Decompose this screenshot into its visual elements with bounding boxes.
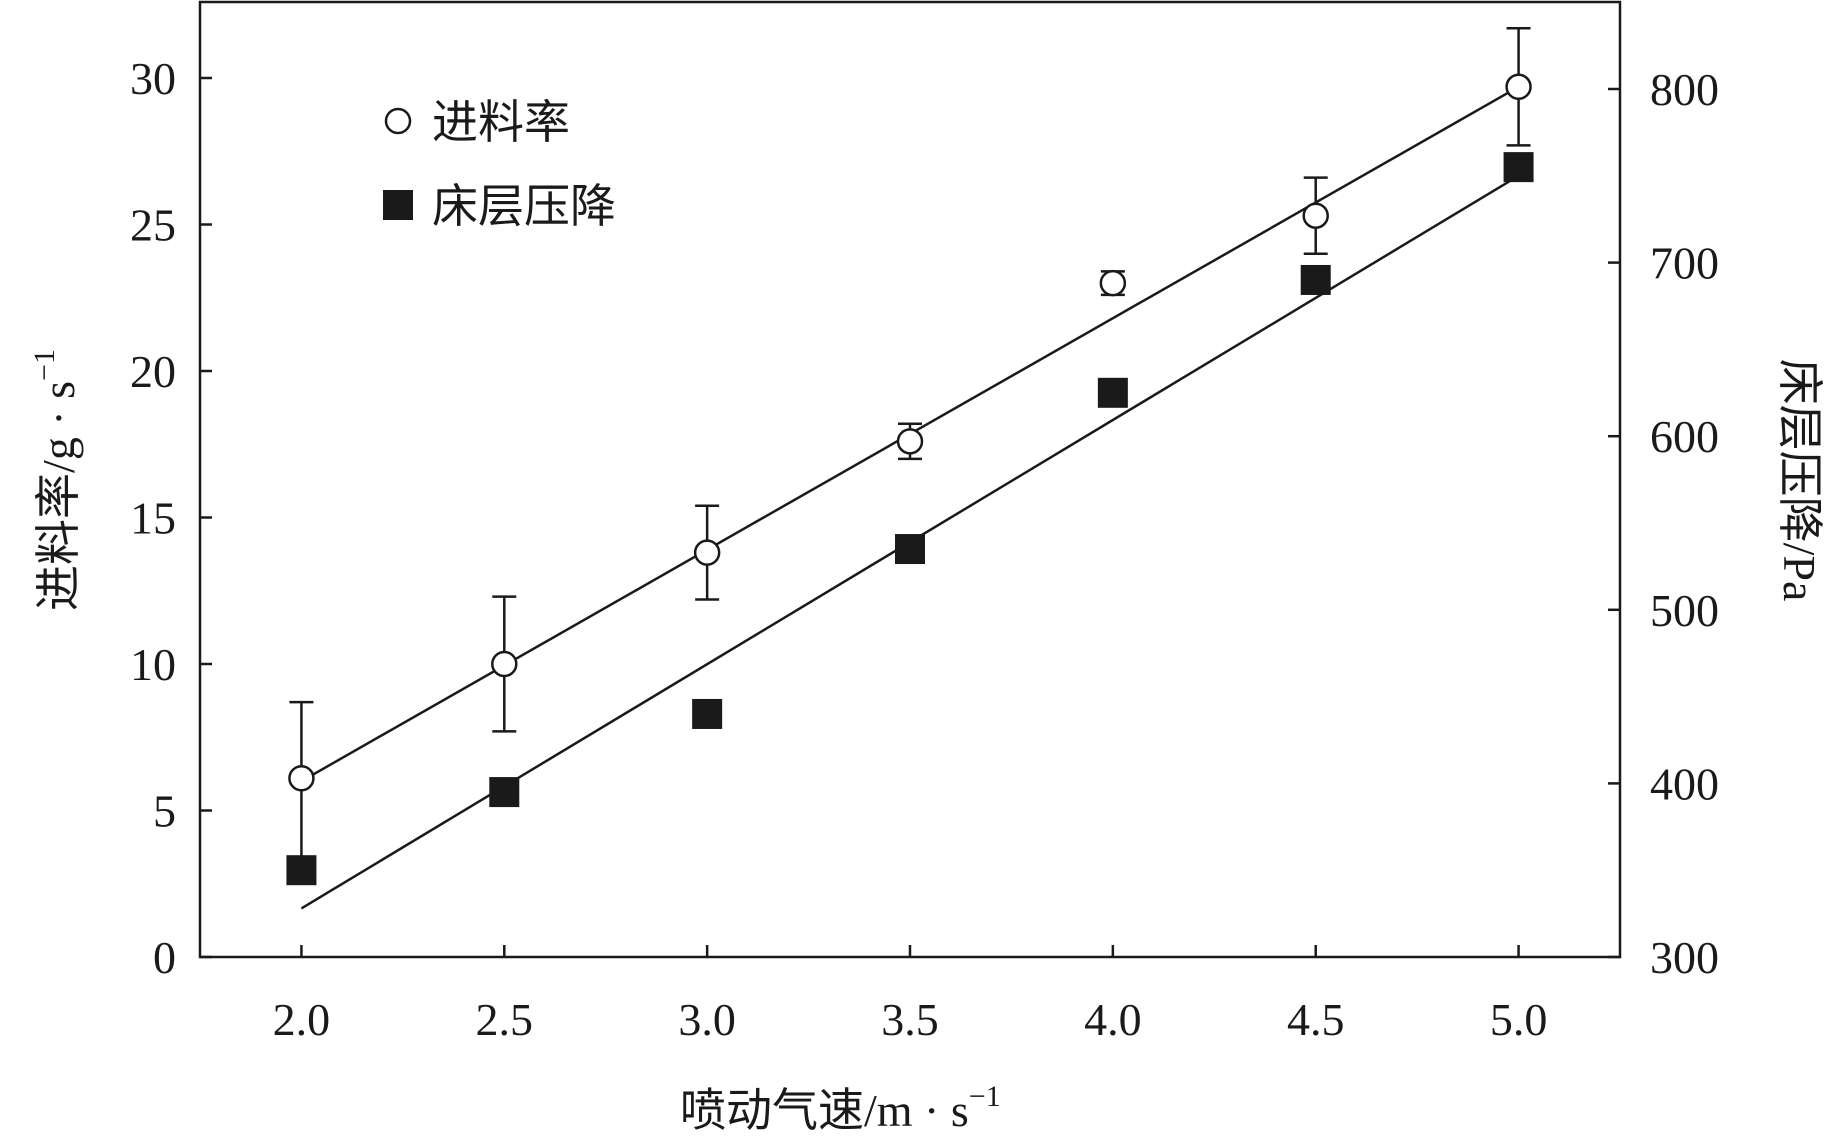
right-y-tick-label: 300 bbox=[1650, 932, 1719, 983]
pressure-drop-point bbox=[895, 534, 925, 565]
pressure-drop-point bbox=[692, 698, 723, 729]
right-y-tick-label: 500 bbox=[1650, 585, 1719, 636]
left-y-axis-title: 进料率/g · s−1 bbox=[28, 349, 84, 611]
right-y-axis-title: 床层压降/Pa bbox=[1774, 359, 1825, 602]
plot-frame bbox=[198, 0, 1622, 959]
left-y-tick-label: 25 bbox=[130, 200, 176, 251]
pressure-drop-point bbox=[489, 777, 520, 808]
feed-rate-point bbox=[1099, 269, 1127, 297]
right-y-tick-label: 700 bbox=[1650, 238, 1719, 289]
feed-rate-point bbox=[288, 765, 315, 792]
right-y-axis-ticks: 300 400 500 600 700 800 bbox=[1608, 64, 1719, 983]
feed-rate-point bbox=[896, 428, 924, 455]
pressure-drop-point bbox=[286, 855, 317, 886]
pressure-drop-point bbox=[1097, 377, 1128, 408]
left-y-tick-label: 0 bbox=[153, 932, 176, 983]
feed-rate-point bbox=[693, 539, 721, 566]
left-y-tick-label: 15 bbox=[130, 493, 176, 544]
x-axis-ticks: 2.0 2.5 3.0 3.5 4.0 4.5 5.0 bbox=[273, 945, 1548, 1045]
left-y-tick-label: 5 bbox=[153, 786, 176, 837]
data-markers bbox=[286, 73, 1534, 886]
x-tick-label: 4.5 bbox=[1287, 994, 1345, 1045]
left-y-tick-label: 20 bbox=[130, 346, 176, 397]
legend-open-circle-marker bbox=[384, 107, 412, 135]
x-tick-label: 2.5 bbox=[476, 994, 534, 1045]
pressure-drop-point bbox=[1300, 264, 1331, 295]
feed-rate-point bbox=[1302, 202, 1329, 229]
left-y-tick-label: 30 bbox=[130, 53, 176, 104]
x-tick-label: 5.0 bbox=[1490, 994, 1548, 1045]
x-tick-label: 3.5 bbox=[881, 994, 939, 1045]
x-tick-label: 4.0 bbox=[1084, 994, 1142, 1045]
x-axis-title: 喷动气速/m · s−1 bbox=[680, 1080, 1001, 1136]
right-y-tick-label: 600 bbox=[1650, 411, 1719, 462]
feed-rate-point bbox=[1505, 73, 1532, 101]
left-y-axis-ticks: 0 5 10 15 20 25 30 bbox=[130, 53, 212, 983]
legend: 进料率 床层压降 bbox=[383, 97, 616, 232]
feed-rate-point bbox=[491, 650, 518, 678]
x-tick-label: 2.0 bbox=[273, 994, 331, 1045]
x-tick-label: 3.0 bbox=[678, 994, 736, 1045]
pressure-drop-point bbox=[1503, 152, 1534, 183]
right-y-tick-label: 400 bbox=[1650, 758, 1719, 809]
left-y-tick-label: 10 bbox=[130, 639, 176, 690]
legend-label-feed-rate: 进料率 bbox=[432, 97, 570, 148]
legend-label-bed-pressure-drop: 床层压降 bbox=[432, 181, 616, 232]
legend-filled-square-marker bbox=[383, 190, 413, 220]
right-y-tick-label: 800 bbox=[1650, 64, 1719, 115]
